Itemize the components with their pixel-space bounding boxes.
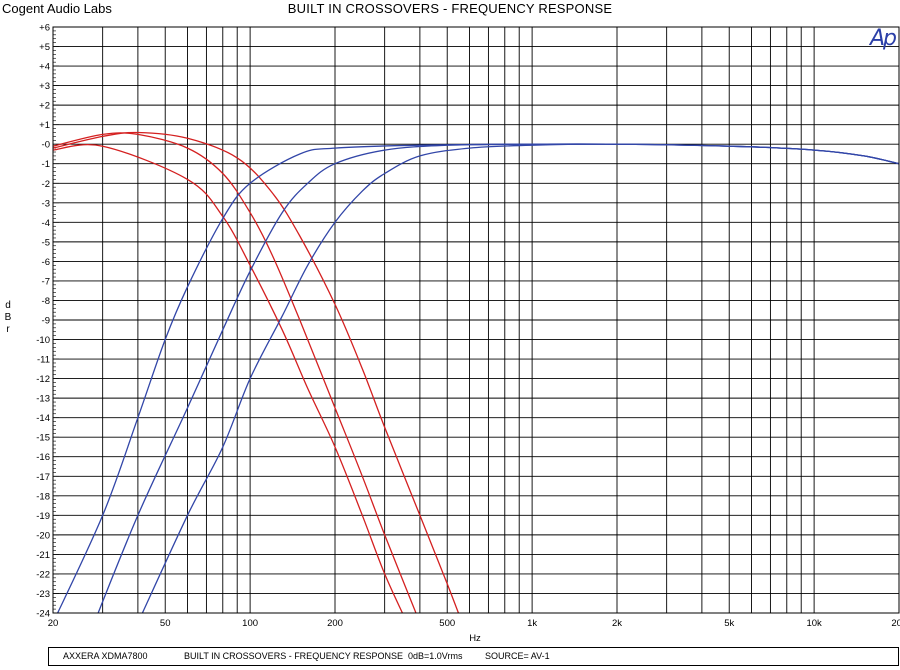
lowpass-curve-2 xyxy=(53,131,460,613)
y-tick-label: -24 xyxy=(36,609,50,620)
lowpass-curve-1 xyxy=(53,132,417,613)
y-tick-label: -18 xyxy=(36,491,50,502)
y-tick-label: -6 xyxy=(42,257,50,268)
y-tick-label: +6 xyxy=(39,23,50,34)
footer-title: BUILT IN CROSSOVERS - FREQUENCY RESPONSE xyxy=(184,651,404,661)
highpass-curve-6 xyxy=(141,143,899,613)
x-tick-label: 500 xyxy=(439,618,455,629)
y-tick-label: -23 xyxy=(36,589,50,600)
x-tick-label: 20 xyxy=(48,618,59,629)
y-tick-label: -11 xyxy=(37,355,50,366)
y-tick-label: +4 xyxy=(39,62,50,73)
y-tick-label: -13 xyxy=(36,394,50,405)
y-tick-label: -2 xyxy=(42,179,50,190)
y-tick-label: +2 xyxy=(39,101,50,112)
y-tick-label: -8 xyxy=(42,296,50,307)
y-tick-label: +1 xyxy=(39,120,50,131)
footer-caption: AXXERA XDMA7800 BUILT IN CROSSOVERS - FR… xyxy=(48,647,899,666)
y-tick-label: -4 xyxy=(42,218,50,229)
footer-reference: 0dB=1.0Vrms xyxy=(408,651,463,661)
y-tick-label: -14 xyxy=(36,413,50,424)
x-tick-label: 2k xyxy=(612,618,622,629)
y-tick-label: -3 xyxy=(42,198,50,209)
y-tick-label: +5 xyxy=(39,42,50,53)
y-tick-label: -5 xyxy=(42,237,50,248)
y-tick-label: -1 xyxy=(42,159,50,170)
x-tick-label: 10k xyxy=(806,618,822,629)
x-axis-label: Hz xyxy=(469,633,481,644)
y-tick-label: -10 xyxy=(36,335,50,346)
plot-border xyxy=(52,26,900,614)
lowpass-curve-3 xyxy=(53,143,404,613)
footer-source: SOURCE= AV-1 xyxy=(485,651,550,661)
chart-title: BUILT IN CROSSOVERS - FREQUENCY RESPONSE xyxy=(287,1,613,16)
y-tick-label: -0 xyxy=(42,140,50,151)
y-tick-label: -20 xyxy=(36,530,50,541)
footer-model: AXXERA XDMA7800 xyxy=(63,651,148,661)
y-tick-label: -15 xyxy=(36,433,50,444)
x-tick-label: 100 xyxy=(242,618,258,629)
y-tick-label: -7 xyxy=(42,276,50,287)
y-tick-label: -19 xyxy=(36,511,50,522)
y-tick-label: -22 xyxy=(36,569,50,580)
y-tick-label: -21 xyxy=(36,550,50,561)
y-tick-label: +3 xyxy=(39,81,50,92)
y-tick-label: -16 xyxy=(36,452,50,463)
ap-logo: Ap xyxy=(870,26,897,51)
frequency-response-chart: +6 +5 +4 +3 +2 +1 -0 -1 -2 -3 -4 -5 -6 -7 -8 -9 -10 -11 -1… xyxy=(36,23,900,645)
brand-label: Cogent Audio Labs xyxy=(2,1,112,16)
y-tick-label: -17 xyxy=(36,472,50,483)
x-tick-label: 50 xyxy=(160,618,171,629)
x-tick-label: 5k xyxy=(724,618,734,629)
x-tick-label: 200 xyxy=(327,618,343,629)
y-tick-label: -9 xyxy=(42,316,50,327)
y-tick-label: -12 xyxy=(36,374,50,385)
x-tick-label: 1k xyxy=(527,618,537,629)
x-tick-label: 20k xyxy=(891,618,900,629)
